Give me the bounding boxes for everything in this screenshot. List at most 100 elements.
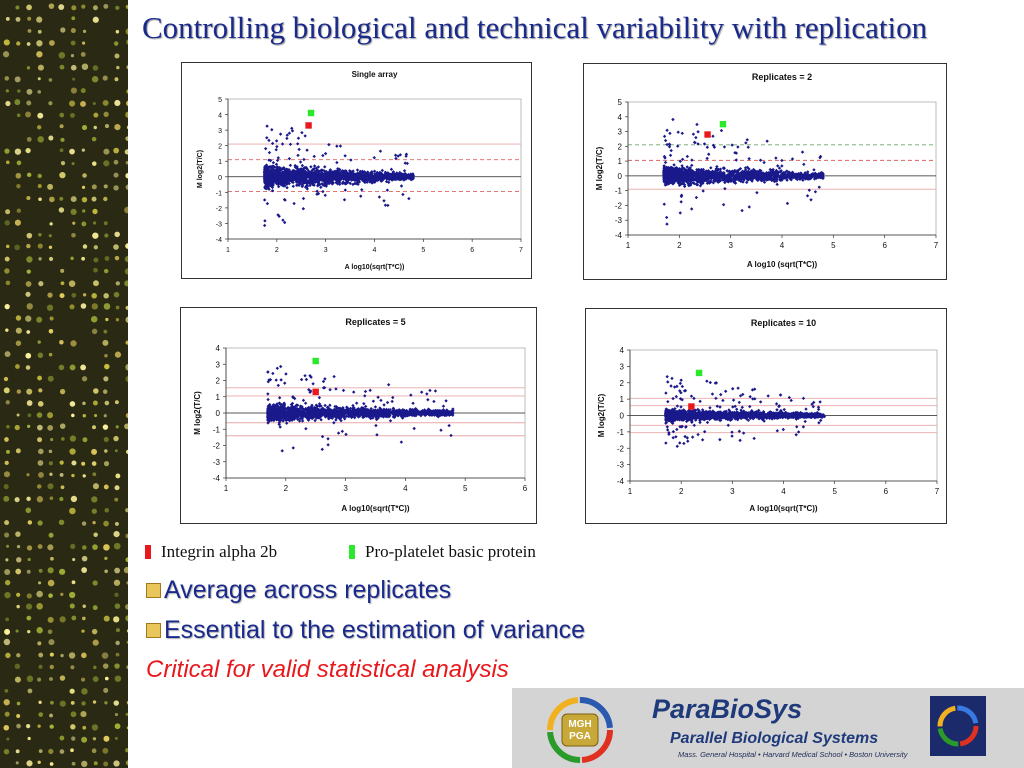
data-point bbox=[735, 172, 739, 176]
array-spot bbox=[123, 566, 128, 574]
array-spot bbox=[37, 64, 44, 71]
data-point bbox=[719, 128, 724, 133]
x-tick-label: 4 bbox=[780, 241, 785, 250]
array-spot bbox=[14, 497, 20, 503]
array-spot bbox=[69, 401, 76, 407]
data-point bbox=[721, 166, 726, 170]
array-spot bbox=[113, 760, 120, 767]
array-spot bbox=[102, 663, 109, 669]
array-spot bbox=[91, 461, 97, 466]
y-axis-label: M log2(T/C) bbox=[193, 391, 202, 435]
data-point bbox=[314, 166, 318, 170]
array-spot bbox=[103, 221, 108, 226]
array-spot bbox=[48, 593, 53, 598]
array-spot bbox=[70, 724, 76, 730]
chart-title: Replicates = 2 bbox=[752, 72, 812, 82]
array-spot bbox=[68, 652, 76, 659]
array-spot bbox=[103, 761, 109, 767]
array-spot bbox=[92, 521, 96, 525]
data-point bbox=[718, 175, 722, 180]
data-point bbox=[664, 169, 668, 174]
array-spot bbox=[4, 437, 9, 442]
array-spot bbox=[26, 88, 33, 95]
data-point bbox=[685, 165, 689, 169]
array-spot bbox=[37, 173, 42, 179]
array-spot bbox=[59, 196, 64, 201]
array-spot bbox=[103, 303, 111, 310]
data-point bbox=[274, 139, 279, 143]
array-spot bbox=[37, 520, 43, 526]
array-spot bbox=[26, 400, 33, 406]
data-point bbox=[301, 207, 306, 211]
array-spot bbox=[15, 172, 22, 179]
array-spot bbox=[59, 700, 66, 707]
array-spot bbox=[37, 29, 42, 34]
array-spot bbox=[58, 52, 66, 59]
data-point bbox=[702, 179, 706, 183]
data-point bbox=[777, 166, 782, 170]
x-tick-label: 5 bbox=[421, 247, 425, 254]
array-spot bbox=[26, 330, 31, 334]
array-spot bbox=[91, 75, 99, 83]
array-spot bbox=[103, 268, 109, 274]
array-spot bbox=[38, 472, 44, 478]
data-point bbox=[786, 174, 790, 178]
array-spot bbox=[82, 41, 86, 45]
array-spot bbox=[26, 243, 31, 249]
data-point bbox=[382, 403, 386, 407]
array-spot bbox=[82, 293, 87, 297]
data-point bbox=[711, 134, 715, 138]
data-point bbox=[694, 135, 698, 140]
array-spot bbox=[113, 147, 120, 154]
array-spot bbox=[4, 460, 9, 466]
data-point bbox=[360, 188, 364, 192]
data-point bbox=[818, 154, 823, 159]
array-spot bbox=[59, 423, 66, 429]
array-spot bbox=[125, 615, 128, 622]
array-spot bbox=[71, 162, 75, 166]
array-spot bbox=[92, 65, 99, 71]
array-spot bbox=[125, 316, 128, 323]
data-point bbox=[333, 169, 337, 173]
array-spot bbox=[125, 4, 128, 9]
array-spot bbox=[114, 675, 122, 682]
array-spot bbox=[114, 400, 119, 405]
array-spot bbox=[48, 234, 52, 238]
array-spot bbox=[14, 76, 21, 83]
x-tick-label: 7 bbox=[519, 247, 523, 254]
highlight-point-ppbp bbox=[307, 109, 315, 117]
data-point bbox=[288, 142, 293, 147]
y-tick-label: 1 bbox=[218, 159, 222, 166]
array-spot bbox=[16, 184, 21, 189]
data-point bbox=[772, 179, 777, 184]
data-point bbox=[283, 381, 287, 385]
data-point bbox=[267, 158, 271, 162]
array-spot bbox=[58, 207, 65, 213]
array-spot bbox=[81, 185, 86, 189]
array-spot bbox=[26, 675, 34, 683]
array-spot bbox=[92, 580, 98, 586]
array-spot bbox=[5, 558, 9, 562]
x-tick-label: 1 bbox=[224, 484, 229, 493]
array-spot bbox=[26, 232, 33, 239]
array-spot bbox=[69, 507, 76, 515]
array-spot bbox=[103, 414, 107, 418]
array-spot bbox=[26, 615, 32, 621]
x-tick-label: 4 bbox=[403, 484, 408, 493]
array-spot bbox=[101, 652, 109, 659]
array-spot bbox=[48, 352, 53, 357]
array-spot bbox=[26, 269, 31, 274]
array-spot bbox=[36, 412, 43, 418]
array-spot bbox=[71, 460, 77, 466]
array-spot bbox=[36, 603, 43, 610]
array-spot bbox=[26, 724, 31, 729]
array-spot bbox=[59, 124, 64, 129]
array-spot bbox=[125, 364, 128, 371]
data-point bbox=[812, 168, 816, 172]
data-point bbox=[352, 390, 356, 394]
data-point bbox=[337, 172, 341, 177]
array-spot bbox=[16, 41, 21, 46]
highlight-point-integrin bbox=[305, 122, 312, 129]
array-spot bbox=[125, 760, 128, 766]
array-spot bbox=[114, 497, 119, 502]
